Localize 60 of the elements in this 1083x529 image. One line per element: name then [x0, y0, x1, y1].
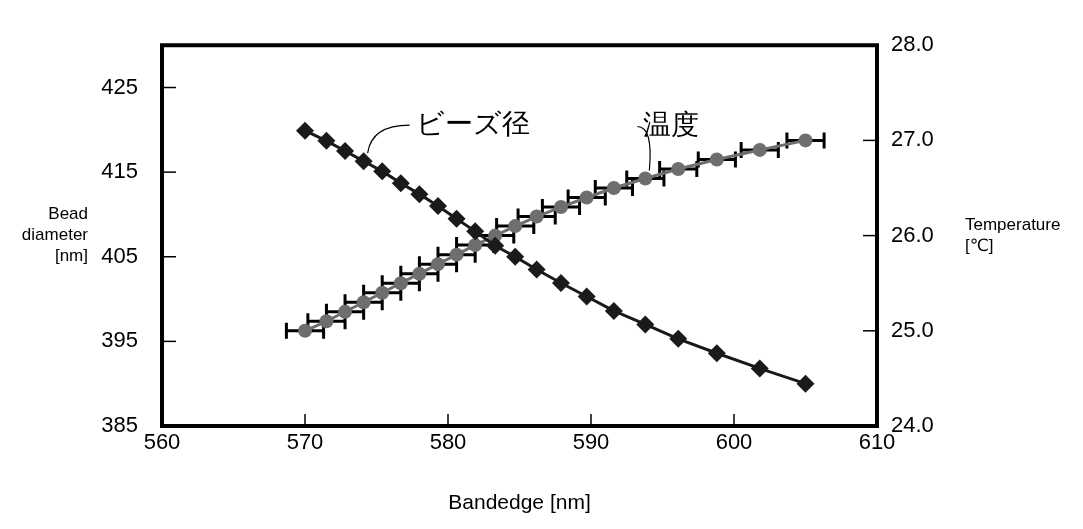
point: [466, 222, 485, 241]
point: [551, 273, 570, 292]
point: [553, 200, 568, 215]
point: [338, 304, 353, 319]
point: [508, 219, 523, 234]
point: [636, 315, 655, 334]
y-tick-label: 425: [101, 73, 138, 99]
point: [393, 276, 408, 291]
point: [375, 285, 390, 300]
point: [707, 344, 726, 363]
point: [752, 142, 767, 157]
point: [486, 236, 505, 255]
x-axis-title: Bandedge [nm]: [448, 490, 591, 513]
y2-axis-title: Temperature [℃]: [965, 214, 1061, 255]
point: [296, 121, 314, 140]
point: [529, 209, 544, 224]
point: [447, 209, 466, 228]
point: [410, 185, 429, 204]
point: [671, 161, 686, 176]
point: [669, 329, 688, 348]
y-axis-title: Bead diameter [nm]: [21, 204, 89, 266]
point: [468, 238, 483, 253]
point: [391, 174, 410, 193]
point: [412, 266, 427, 281]
y-tick-label: 415: [101, 158, 138, 184]
point: [449, 247, 464, 262]
point: [798, 133, 813, 148]
point: [796, 374, 815, 393]
y-tick-label: 395: [101, 327, 138, 353]
point: [709, 152, 724, 167]
point: [430, 257, 445, 272]
x-tick-label: 600: [715, 429, 753, 455]
point: [428, 196, 447, 215]
x-tick-label: 590: [572, 429, 610, 455]
point: [750, 359, 769, 378]
point: [354, 152, 373, 171]
point: [638, 171, 653, 186]
x-tick-label: 580: [429, 429, 467, 455]
point: [577, 287, 596, 306]
y2-tick-label: 25.0: [891, 316, 934, 342]
y2-tick-label: 28.0: [891, 31, 934, 57]
x-tick-label: 560: [143, 429, 181, 455]
point: [356, 295, 371, 310]
point: [579, 190, 594, 205]
series-label: ビーズ径: [415, 107, 530, 139]
y2-tick-label: 27.0: [891, 126, 934, 152]
point: [317, 131, 336, 150]
series-label: 温度: [643, 109, 700, 141]
x-tick-label: 570: [286, 429, 324, 455]
point: [373, 162, 392, 181]
point: [319, 314, 334, 329]
y2-tick-label: 26.0: [891, 221, 934, 247]
point: [527, 260, 546, 279]
point: [604, 301, 623, 320]
point: [506, 247, 525, 266]
y-tick-label: 385: [101, 412, 138, 438]
point: [336, 141, 355, 160]
y-tick-label: 405: [101, 242, 138, 268]
point: [606, 181, 621, 195]
point: [298, 323, 312, 338]
